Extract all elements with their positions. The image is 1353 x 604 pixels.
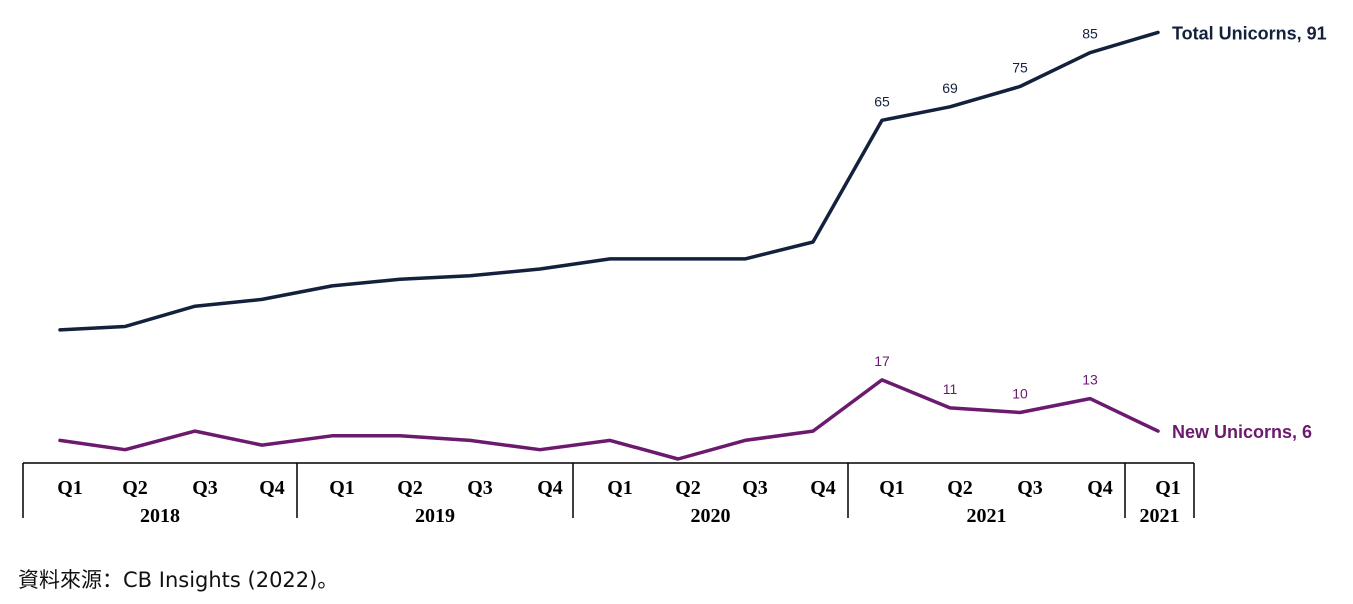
x-year-label: 2020 [691,505,731,527]
x-year-label: 2021 [967,505,1007,527]
x-tick-label: Q2 [122,477,148,499]
x-tick-label: Q4 [1087,477,1113,499]
new-unicorns-data-label: 17 [874,353,890,369]
x-tick-label: Q3 [742,477,768,499]
x-year-label: 2021 [1140,505,1180,527]
x-tick-label: Q2 [947,477,973,499]
new-unicorns-line [58,378,1160,461]
x-tick-label: Q1 [1155,477,1181,499]
x-tick-label: Q1 [57,477,83,499]
new-unicorns-end-label: New Unicorns, 6 [1172,422,1312,442]
x-tick-label: Q2 [675,477,701,499]
total-unicorns-data-label: 75 [1012,60,1028,76]
x-year-label: 2019 [415,505,455,527]
total-unicorns-data-label: 69 [942,80,958,96]
x-tick-label: Q1 [607,477,633,499]
x-tick-label: Q4 [810,477,836,499]
x-tick-label: Q2 [397,477,423,499]
new-unicorns-data-label: 11 [943,381,958,397]
x-tick-label: Q3 [467,477,493,499]
x-tick-label: Q3 [192,477,218,499]
x-tick-label: Q4 [259,477,285,499]
end-labels: Total Unicorns, 91 New Unicorns, 6 [1172,23,1327,442]
x-year-label: 2018 [140,505,180,527]
x-axis-table: Q1 Q2 Q3 Q4 Q1 Q2 Q3 Q4 Q1 Q2 Q3 Q4 Q1 Q2 Q3 Q4 Q1 2018 20… [22,462,1195,527]
total-unicorns-data-label: 85 [1082,26,1098,42]
x-tick-label: Q4 [537,477,563,499]
unicorns-line-chart: 65 69 75 85 17 11 10 13 Total Unicorns, 91 New U… [22,23,1327,527]
total-unicorns-line [58,30,1160,332]
source-note: 資料來源：CB Insights (2022)。 [18,568,339,592]
x-tick-label: Q1 [879,477,905,499]
total-unicorns-data-label: 65 [874,93,890,109]
x-tick-label: Q1 [329,477,355,499]
point-labels: 65 69 75 85 17 11 10 13 [874,26,1098,402]
total-unicorns-end-label: Total Unicorns, 91 [1172,23,1327,43]
new-unicorns-data-label: 13 [1082,372,1098,388]
new-unicorns-data-label: 10 [1012,386,1028,402]
x-tick-label: Q3 [1017,477,1043,499]
series-lines [58,30,1160,461]
